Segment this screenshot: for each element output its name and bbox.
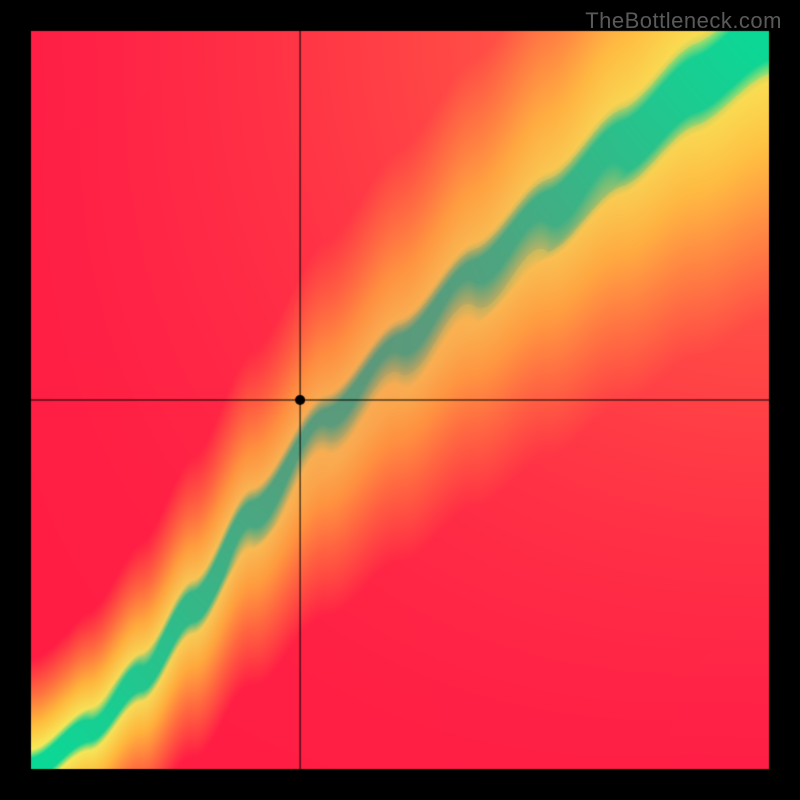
heatmap-canvas [0, 0, 800, 800]
bottleneck-heatmap-chart: TheBottleneck.com [0, 0, 800, 800]
watermark-text: TheBottleneck.com [585, 8, 782, 34]
